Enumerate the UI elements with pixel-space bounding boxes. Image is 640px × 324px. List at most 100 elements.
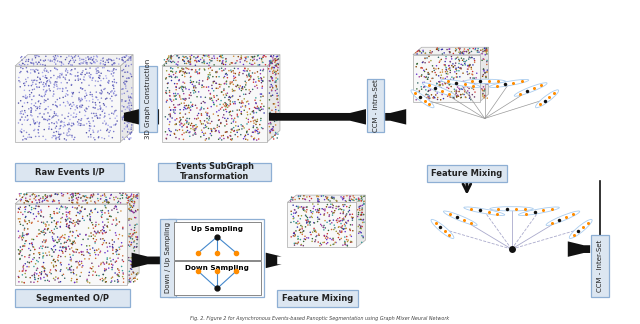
Point: [19, 266, 29, 272]
Point: [18, 264, 28, 270]
Point: [228, 118, 239, 123]
Point: [26, 106, 36, 111]
Point: [271, 130, 281, 135]
Point: [442, 94, 452, 99]
Point: [61, 245, 71, 250]
Point: [80, 94, 90, 99]
Point: [440, 63, 451, 68]
Point: [467, 55, 477, 60]
Point: [86, 194, 96, 200]
Point: [28, 237, 38, 242]
Point: [88, 57, 98, 63]
Point: [202, 116, 212, 121]
Point: [420, 92, 431, 97]
Point: [15, 117, 26, 122]
Point: [179, 85, 189, 90]
Point: [264, 63, 275, 68]
Point: [249, 121, 259, 126]
Point: [109, 66, 119, 71]
Point: [355, 204, 365, 209]
Point: [35, 106, 45, 111]
Point: [102, 200, 113, 205]
Point: [417, 72, 427, 77]
Point: [471, 75, 481, 80]
Point: [29, 216, 40, 221]
Point: [22, 260, 33, 265]
Point: [179, 97, 189, 102]
Point: [170, 75, 180, 80]
Point: [24, 203, 35, 208]
Point: [64, 225, 74, 230]
Point: [108, 244, 118, 249]
Point: [65, 133, 75, 138]
Point: [100, 199, 110, 204]
Point: [17, 269, 28, 274]
Point: [186, 107, 196, 112]
Point: [219, 136, 229, 141]
Point: [467, 86, 477, 91]
Point: [88, 128, 98, 133]
Point: [354, 217, 364, 222]
Point: [294, 221, 305, 226]
Point: [216, 98, 226, 103]
Point: [22, 96, 32, 101]
Point: [48, 258, 58, 263]
Point: [29, 247, 40, 252]
Point: [102, 249, 113, 254]
Point: [340, 242, 350, 247]
Point: [77, 103, 88, 108]
Point: [77, 216, 88, 221]
Point: [88, 135, 99, 140]
Point: [305, 198, 315, 203]
Point: [95, 262, 106, 267]
Point: [59, 131, 69, 136]
Point: [356, 217, 366, 222]
Point: [452, 93, 463, 98]
Point: [38, 198, 48, 203]
Point: [68, 191, 78, 196]
Point: [95, 106, 105, 111]
Point: [273, 56, 284, 62]
Point: [33, 211, 44, 216]
Point: [95, 61, 106, 66]
Point: [303, 217, 313, 222]
Point: [73, 217, 83, 223]
Point: [29, 118, 39, 123]
Point: [340, 220, 351, 225]
Point: [46, 246, 56, 251]
Point: [166, 69, 177, 74]
Point: [265, 128, 275, 133]
Point: [305, 215, 315, 220]
Point: [188, 133, 198, 138]
Point: [124, 57, 134, 63]
Point: [63, 61, 74, 66]
Point: [35, 246, 45, 251]
Point: [51, 224, 61, 229]
Point: [323, 240, 333, 245]
Point: [315, 243, 325, 248]
Point: [343, 218, 353, 224]
Point: [480, 81, 490, 86]
Point: [355, 206, 365, 211]
Point: [166, 129, 176, 134]
Point: [125, 136, 135, 141]
Point: [437, 89, 447, 95]
Point: [116, 192, 126, 198]
Point: [320, 208, 330, 213]
Point: [76, 209, 86, 214]
Point: [56, 119, 67, 124]
Point: [104, 133, 114, 139]
Point: [243, 98, 253, 104]
Point: [105, 57, 115, 62]
Point: [31, 67, 41, 72]
Point: [426, 82, 436, 87]
Point: [108, 79, 118, 84]
Point: [196, 134, 206, 139]
Point: [55, 225, 65, 230]
Point: [49, 209, 59, 214]
Point: [329, 223, 339, 228]
Point: [95, 277, 106, 282]
Point: [466, 55, 476, 60]
Point: [223, 134, 233, 139]
Point: [221, 119, 232, 124]
